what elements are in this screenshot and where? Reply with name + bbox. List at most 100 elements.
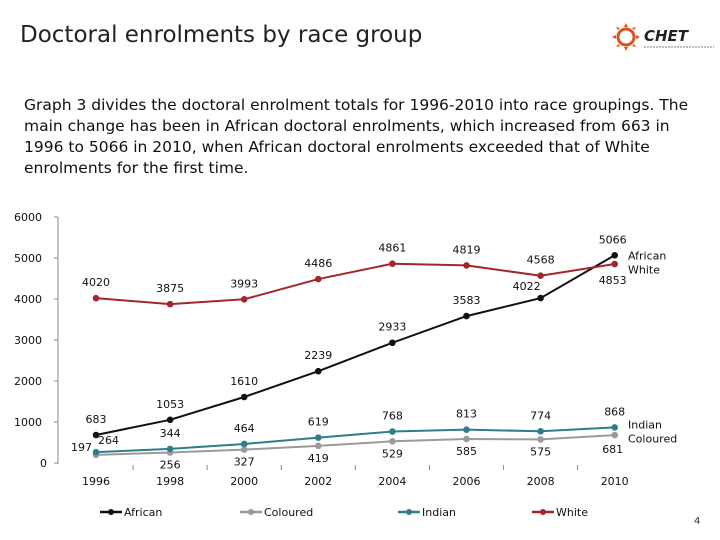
data-point-african	[389, 339, 396, 347]
x-tick-label: 2002	[304, 475, 332, 488]
data-label-white: 4819	[453, 243, 481, 256]
data-label-coloured: 575	[530, 445, 551, 458]
data-point-indian	[166, 445, 174, 453]
series-line-african	[95, 254, 616, 436]
data-label-indian: 813	[456, 408, 477, 421]
series-line-coloured	[95, 434, 615, 456]
data-point-african	[166, 416, 174, 424]
legend-marker-indian	[406, 509, 412, 515]
legend-label-african: African	[124, 506, 162, 519]
data-point-white	[389, 260, 396, 267]
svg-text:CHET: CHET	[644, 27, 690, 45]
series-line-white	[95, 262, 615, 306]
data-label-coloured: 256	[160, 459, 181, 472]
x-tick-label: 2010	[601, 475, 629, 488]
data-label-coloured: 681	[602, 443, 623, 456]
graph-reference: Graph 3	[24, 96, 87, 114]
data-label-white: 4486	[304, 257, 332, 270]
data-point-african	[240, 393, 248, 401]
data-point-indian	[611, 424, 618, 431]
data-point-white	[537, 272, 544, 280]
data-label-white: 3993	[230, 277, 258, 290]
data-label-white: 4568	[527, 254, 555, 267]
data-point-african	[537, 294, 544, 302]
y-tick-label: 0	[40, 457, 47, 470]
data-label-african: 3583	[453, 294, 481, 307]
data-label-white: 4853	[599, 274, 627, 287]
x-tick-label: 2000	[230, 475, 258, 488]
data-point-indian	[463, 426, 470, 433]
legend-label-indian: Indian	[422, 506, 456, 519]
data-point-white	[315, 275, 322, 283]
y-tick-label: 3000	[14, 334, 42, 347]
data-label-african: 5066	[599, 233, 627, 246]
data-label-coloured: 529	[382, 447, 403, 460]
data-point-african	[315, 367, 322, 375]
data-point-coloured	[537, 436, 544, 443]
data-label-indian: 464	[234, 422, 255, 435]
data-point-indian	[315, 434, 322, 441]
data-label-indian: 768	[382, 410, 403, 423]
legend-marker-coloured	[248, 509, 254, 515]
data-label-coloured: 419	[308, 452, 329, 465]
x-tick-label: 2008	[527, 475, 555, 488]
data-label-african: 1053	[156, 398, 184, 411]
data-point-indian	[240, 440, 248, 448]
data-point-coloured	[389, 438, 396, 445]
data-label-african: 2239	[304, 349, 332, 362]
data-point-african	[463, 312, 470, 320]
y-tick-label: 2000	[14, 375, 42, 388]
data-point-african	[611, 251, 618, 259]
end-label-coloured: Coloured	[628, 432, 677, 445]
series-line-indian	[95, 426, 615, 454]
chet-logo: CHET	[612, 22, 716, 52]
end-label-african: African	[628, 249, 666, 262]
data-label-indian: 264	[98, 434, 119, 447]
description-paragraph: Graph 3 divides the doctoral enrolment t…	[24, 95, 704, 179]
data-point-white	[240, 295, 248, 303]
data-point-white	[166, 300, 174, 308]
data-point-indian	[92, 448, 100, 456]
page-title: Doctoral enrolments by race group	[20, 22, 423, 48]
legend-label-white: White	[556, 506, 588, 519]
data-label-indian: 344	[160, 427, 181, 440]
page-number: 4	[694, 516, 701, 527]
data-point-white	[92, 294, 100, 302]
description-text: divides the doctoral enrolment totals fo…	[24, 96, 689, 177]
y-tick-label: 6000	[14, 211, 42, 224]
data-label-african: 683	[86, 413, 107, 426]
data-label-indian: 774	[530, 409, 551, 422]
y-tick-label: 5000	[14, 252, 42, 265]
data-point-white	[611, 260, 618, 268]
sun-icon	[612, 23, 640, 51]
data-point-coloured	[611, 431, 618, 439]
data-point-african	[92, 431, 100, 439]
data-label-coloured: 585	[456, 445, 477, 458]
x-tick-label: 1996	[82, 475, 110, 488]
data-label-african: 1610	[230, 375, 258, 388]
data-label-white: 4861	[378, 242, 406, 255]
data-point-indian	[537, 427, 544, 435]
legend-marker-white	[540, 509, 546, 515]
end-label-indian: Indian	[628, 418, 662, 431]
y-tick-label: 4000	[14, 293, 42, 306]
data-label-african: 4022	[513, 280, 541, 293]
x-tick-label: 1998	[156, 475, 184, 488]
data-label-coloured: 197	[71, 441, 92, 454]
data-label-african: 2933	[378, 321, 406, 334]
data-point-white	[463, 262, 470, 269]
data-label-white: 4020	[82, 276, 110, 289]
end-label-white: White	[628, 263, 660, 276]
data-point-coloured	[240, 446, 248, 453]
data-label-indian: 868	[604, 405, 625, 418]
data-point-coloured	[315, 442, 322, 450]
data-point-indian	[389, 428, 396, 435]
data-point-coloured	[463, 435, 470, 443]
data-label-coloured: 327	[234, 456, 255, 469]
x-tick-label: 2006	[453, 475, 481, 488]
legend-marker-african	[108, 509, 114, 515]
data-label-white: 3875	[156, 282, 184, 295]
legend-label-coloured: Coloured	[264, 506, 313, 519]
x-tick-label: 2004	[378, 475, 406, 488]
data-label-indian: 619	[308, 416, 329, 429]
